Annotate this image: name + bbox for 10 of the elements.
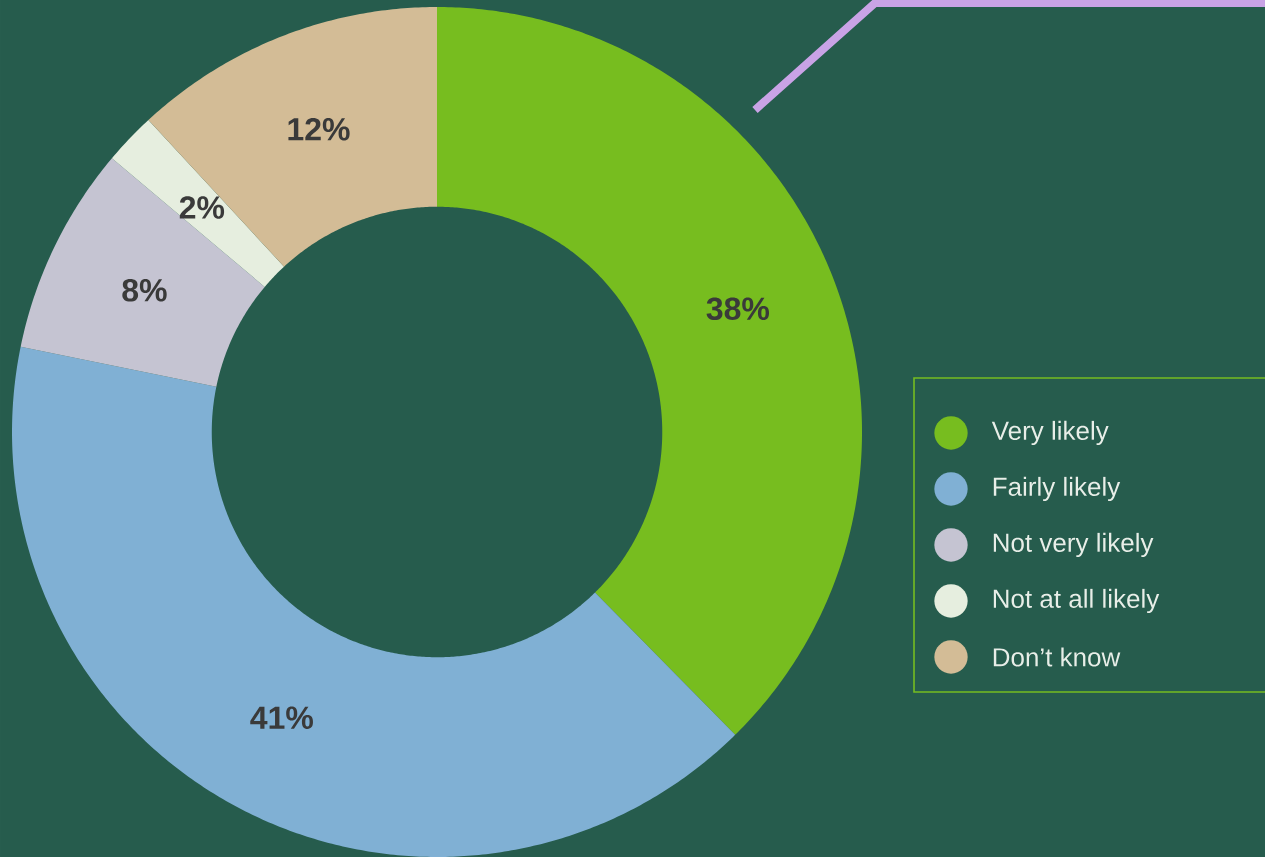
legend-label: Not at all likely (993, 588, 1160, 614)
legend-label: Very likely (991, 420, 1109, 446)
data-label: 2% (179, 196, 225, 219)
legend-label: Not very likely (993, 532, 1154, 558)
data-label: 41% (250, 706, 313, 729)
data-label: 38% (706, 297, 770, 321)
legend-label: Don’t know (993, 647, 1121, 667)
data-label: 12% (288, 117, 350, 141)
data-label: 8% (122, 278, 167, 302)
legend-label: Fairly likely (993, 476, 1121, 502)
